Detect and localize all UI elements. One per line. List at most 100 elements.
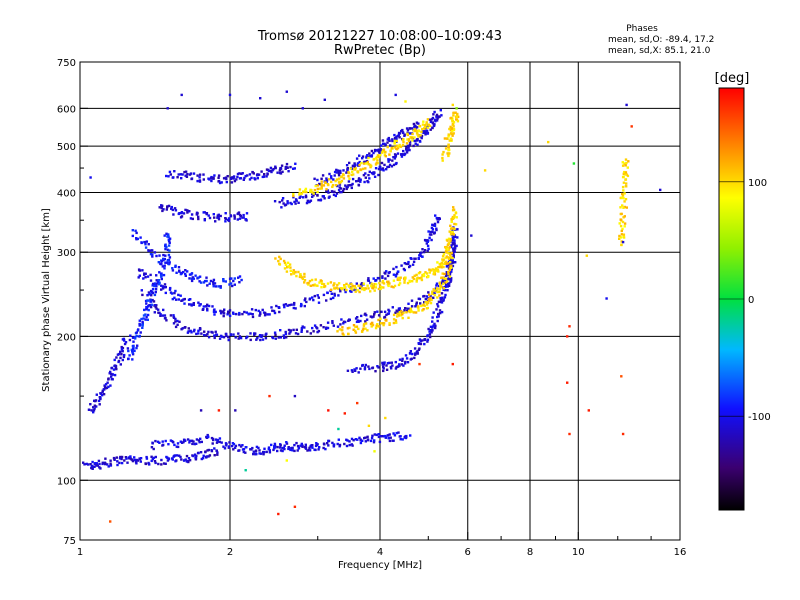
data-point bbox=[340, 328, 343, 332]
data-point bbox=[389, 436, 392, 439]
data-point bbox=[335, 192, 339, 195]
data-point bbox=[160, 277, 163, 281]
data-point bbox=[390, 361, 393, 364]
data-point bbox=[425, 239, 429, 242]
data-point bbox=[366, 154, 369, 157]
data-point bbox=[448, 152, 451, 155]
data-point bbox=[376, 159, 379, 162]
y-tick-label: 100 bbox=[57, 476, 76, 487]
data-point bbox=[158, 271, 161, 274]
data-point bbox=[244, 451, 247, 454]
data-point bbox=[358, 290, 361, 294]
data-point bbox=[423, 338, 427, 341]
data-point bbox=[622, 236, 626, 239]
data-point bbox=[98, 462, 101, 466]
data-point bbox=[322, 326, 325, 329]
data-point bbox=[407, 309, 411, 313]
data-point bbox=[213, 454, 216, 457]
data-point bbox=[82, 461, 85, 464]
data-point bbox=[370, 155, 373, 158]
data-point bbox=[279, 257, 282, 261]
data-point bbox=[91, 467, 94, 470]
data-point bbox=[621, 227, 624, 231]
data-point bbox=[202, 308, 205, 311]
data-point bbox=[452, 216, 455, 220]
data-point bbox=[141, 269, 144, 272]
data-point bbox=[350, 290, 353, 293]
data-point bbox=[453, 111, 456, 114]
data-point bbox=[423, 301, 426, 304]
data-point bbox=[618, 237, 621, 240]
data-point bbox=[199, 451, 203, 454]
data-point bbox=[436, 319, 439, 323]
data-point bbox=[277, 512, 280, 516]
data-point bbox=[382, 322, 386, 325]
data-point bbox=[299, 444, 302, 447]
data-point bbox=[393, 141, 396, 144]
data-point bbox=[168, 170, 172, 174]
data-point bbox=[447, 257, 451, 260]
data-point bbox=[401, 438, 404, 441]
data-point bbox=[421, 248, 424, 251]
data-point bbox=[431, 320, 434, 323]
data-point bbox=[342, 322, 345, 325]
data-point bbox=[282, 202, 285, 205]
data-point bbox=[296, 449, 299, 452]
data-point bbox=[343, 442, 346, 446]
data-point bbox=[240, 172, 243, 175]
data-point bbox=[169, 439, 173, 442]
data-point bbox=[414, 142, 417, 145]
data-point bbox=[146, 294, 149, 297]
data-point bbox=[387, 138, 391, 141]
data-point bbox=[284, 303, 288, 306]
data-point bbox=[392, 279, 396, 282]
data-point bbox=[320, 180, 323, 183]
data-point bbox=[225, 334, 228, 338]
data-point bbox=[127, 357, 130, 361]
data-point bbox=[338, 328, 341, 331]
data-point bbox=[267, 446, 271, 449]
data-point bbox=[292, 328, 295, 332]
data-point bbox=[381, 142, 385, 145]
data-point bbox=[449, 279, 453, 282]
data-point bbox=[151, 442, 154, 445]
data-point bbox=[174, 209, 178, 212]
data-point bbox=[381, 279, 385, 283]
data-point bbox=[294, 307, 297, 310]
data-point bbox=[425, 121, 428, 124]
data-point bbox=[283, 204, 287, 207]
data-point bbox=[123, 459, 126, 462]
data-point bbox=[350, 443, 353, 446]
data-point bbox=[455, 244, 458, 248]
data-point bbox=[445, 262, 448, 265]
data-point bbox=[233, 215, 236, 218]
data-point bbox=[455, 118, 458, 121]
data-point bbox=[218, 337, 222, 340]
data-point bbox=[173, 296, 176, 299]
data-point bbox=[261, 338, 265, 341]
data-point bbox=[394, 311, 397, 314]
data-point bbox=[415, 304, 418, 307]
data-point bbox=[281, 199, 284, 202]
data-point bbox=[418, 271, 422, 274]
data-point bbox=[393, 434, 397, 437]
data-point bbox=[233, 217, 236, 220]
data-point bbox=[368, 170, 371, 173]
data-point bbox=[382, 323, 385, 327]
data-point bbox=[397, 364, 400, 368]
data-point bbox=[450, 277, 453, 280]
data-point bbox=[242, 216, 245, 219]
data-point bbox=[298, 188, 302, 191]
data-point bbox=[382, 367, 385, 370]
data-point bbox=[355, 367, 358, 370]
data-point bbox=[162, 462, 166, 465]
data-point bbox=[122, 355, 126, 359]
data-point bbox=[322, 293, 326, 297]
data-point bbox=[273, 446, 277, 449]
data-point bbox=[234, 312, 238, 316]
data-point bbox=[153, 460, 157, 463]
data-point bbox=[83, 463, 86, 466]
data-point bbox=[454, 211, 458, 215]
data-point bbox=[93, 407, 96, 410]
data-point bbox=[220, 441, 223, 444]
